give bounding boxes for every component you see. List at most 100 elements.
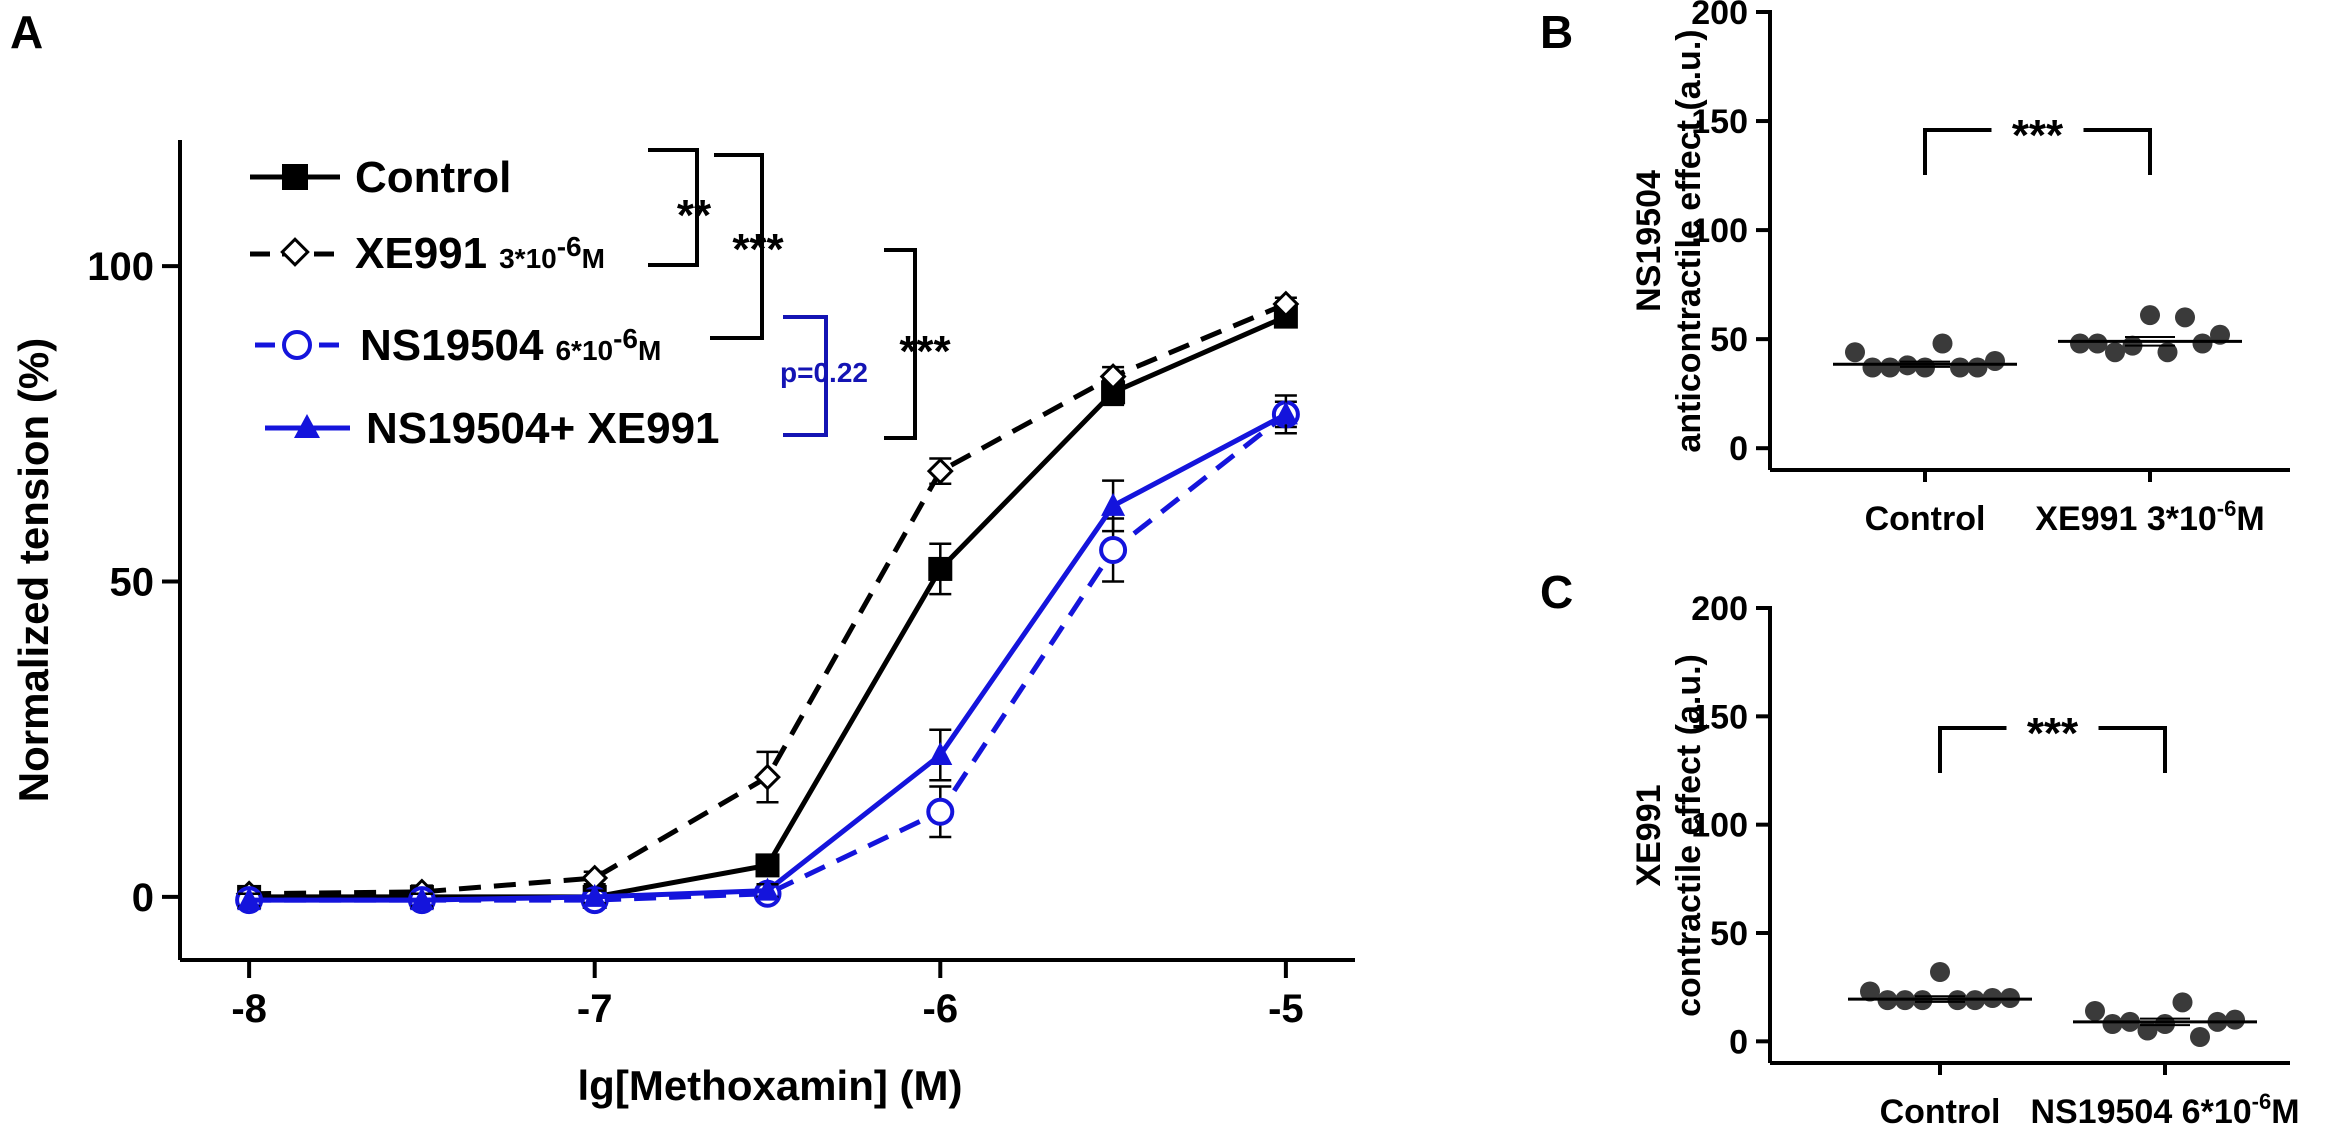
data-point: [582, 883, 607, 907]
panel-letter-b: B: [1540, 6, 1573, 58]
data-point: [926, 457, 954, 485]
panel-b-group-xe991: [2058, 305, 2242, 363]
panel-c-group-control: [1848, 962, 2032, 1011]
panel-c-y-tick-label: 50: [1710, 915, 1748, 953]
panel-a-series: [235, 290, 1300, 915]
panel-b-y-axis-title-line1: NS19504: [1630, 170, 1668, 312]
sig-control-xe991: **: [677, 191, 712, 240]
panel-c-points: [1848, 962, 2257, 1047]
legend-label-ns19504: NS19504 6*10-6M: [360, 321, 661, 370]
legend-marker-control: [282, 164, 308, 190]
data-point: [1860, 981, 1880, 1002]
panel-a-x-tick-label: -6: [923, 987, 959, 1031]
panel-b-group-control: [1833, 333, 2017, 378]
panel-c-group-ns19504: [2073, 992, 2257, 1047]
data-point: [1101, 492, 1126, 516]
legend-label-ns19504-xe991: NS19504+ XE991: [366, 404, 720, 453]
data-point: [2105, 342, 2125, 363]
data-point: [2140, 305, 2160, 326]
data-point: [409, 887, 434, 911]
panel-a-y-axis-title: Normalized tension (%): [10, 338, 57, 802]
panel-b-y-tick-label: 100: [1691, 212, 1748, 250]
panel-a-y-tick-label: 50: [110, 561, 155, 605]
panel-a-legend: Control XE991 3*10-6M NS19504 6*10-6M NS19…: [250, 153, 720, 453]
legend-marker-ns19504-xe991: [294, 414, 320, 438]
sig-xe991-ns19504xe991: ***: [899, 327, 951, 376]
panel-c-y-tick-label: 0: [1729, 1023, 1748, 1061]
panel-c-plot: 0 50 100 150 200 Control NS19504 6*10-6M ***: [1691, 590, 2299, 1125]
data-point: [1950, 357, 1970, 378]
panel-b-x-tick-label: Control: [1865, 500, 1986, 538]
data-point: [2175, 307, 2195, 328]
panel-b-y-tick-label: 0: [1729, 430, 1748, 468]
legend-item-xe991: XE991 3*10-6M: [250, 229, 605, 278]
panel-a-x-tick-label: -8: [231, 987, 267, 1031]
data-point: [754, 763, 781, 791]
panel-c-significance-label: ***: [2027, 709, 2079, 758]
panel-b-axes: 0 50 100 150 200 Control XE991 3*10-6M ***: [1691, 0, 2290, 538]
legend-item-ns19504-xe991: NS19504+ XE991: [265, 404, 720, 453]
bracket-ns19504-ns19504xe991: [783, 315, 828, 437]
data-point: [1932, 333, 1953, 354]
data-point: [1930, 962, 1950, 982]
data-point: [755, 877, 780, 901]
data-point: [928, 556, 953, 581]
data-point: [1862, 357, 1883, 378]
data-point: [1985, 350, 2005, 371]
data-point: [928, 742, 953, 765]
panel-c-y-tick-label: 200: [1691, 590, 1748, 628]
panel-c-y-tick-label: 100: [1691, 807, 1748, 845]
legend-label-control: Control: [355, 153, 511, 202]
data-point: [2172, 992, 2193, 1013]
data-point: [1845, 342, 1865, 363]
data-point: [2137, 1020, 2158, 1041]
sig-control-ns19504: ***: [732, 225, 784, 274]
series-line: [249, 412, 1288, 903]
panel-c-y-axis-title-line1: XE991: [1630, 784, 1668, 886]
panel-b-y-tick-label: 50: [1710, 321, 1748, 359]
legend-item-ns19504: NS19504 6*10-6M: [255, 321, 661, 370]
panel-b-x-tick-label: XE991 3*10-6M: [2035, 496, 2264, 538]
panel-a-significance: ** *** *** p=0.22: [648, 148, 952, 440]
series-ns19504-xe991: [237, 394, 1298, 911]
panel-a-y-tick-label: 0: [132, 876, 154, 920]
data-point: [2190, 1027, 2210, 1047]
panel-c-y-axis-title-line2: contractile effect (a.u.): [1670, 654, 1708, 1017]
panel-b-points: [1833, 305, 2242, 378]
series-xe991: [235, 290, 1300, 908]
data-point: [1272, 290, 1300, 318]
panel-b-y-tick-label: 150: [1691, 103, 1748, 141]
panel-a-x-axis-title: lg[Methoxamin] (M): [578, 1062, 963, 1109]
panel-letter-a: A: [10, 6, 43, 58]
legend-marker-xe991: [280, 237, 310, 267]
panel-letter-c: C: [1540, 566, 1573, 618]
legend-marker-ns19504: [282, 330, 312, 360]
legend-label-xe991: XE991 3*10-6M: [355, 229, 605, 278]
data-point: [1880, 357, 1900, 378]
bracket-control-xe991: [648, 148, 699, 267]
data-point: [1273, 401, 1298, 425]
data-point: [2155, 1014, 2175, 1034]
data-point: [1967, 357, 1988, 378]
panel-a-x-tick-label: -5: [1268, 987, 1304, 1031]
panel-c-x-tick-label: Control: [1880, 1093, 2001, 1125]
panel-a-x-tick-label: -7: [577, 987, 613, 1031]
series-ns19504: [235, 400, 1300, 915]
series-line: [249, 412, 1288, 903]
data-point: [926, 797, 955, 826]
data-point: [2225, 1009, 2245, 1030]
series-line: [249, 301, 1287, 897]
legend-item-control: Control: [250, 153, 511, 202]
data-point: [755, 853, 780, 878]
panel-a-plot: 0 50 100 -8 -7 -6 -5: [87, 140, 1355, 1031]
panel-b-plot: 0 50 100 150 200 Control XE991 3*10-6M ***: [1691, 0, 2290, 538]
series-control: [237, 304, 1298, 909]
data-point: [2102, 1014, 2123, 1034]
panel-b-significance-bg: [1991, 114, 2084, 146]
data-point: [2192, 333, 2213, 354]
panel-c-y-tick-label: 150: [1691, 698, 1748, 736]
bracket-xe991-ns19504xe991: [884, 248, 917, 440]
panel-b-y-tick-label: 200: [1691, 0, 1748, 32]
data-point: [2157, 342, 2178, 363]
